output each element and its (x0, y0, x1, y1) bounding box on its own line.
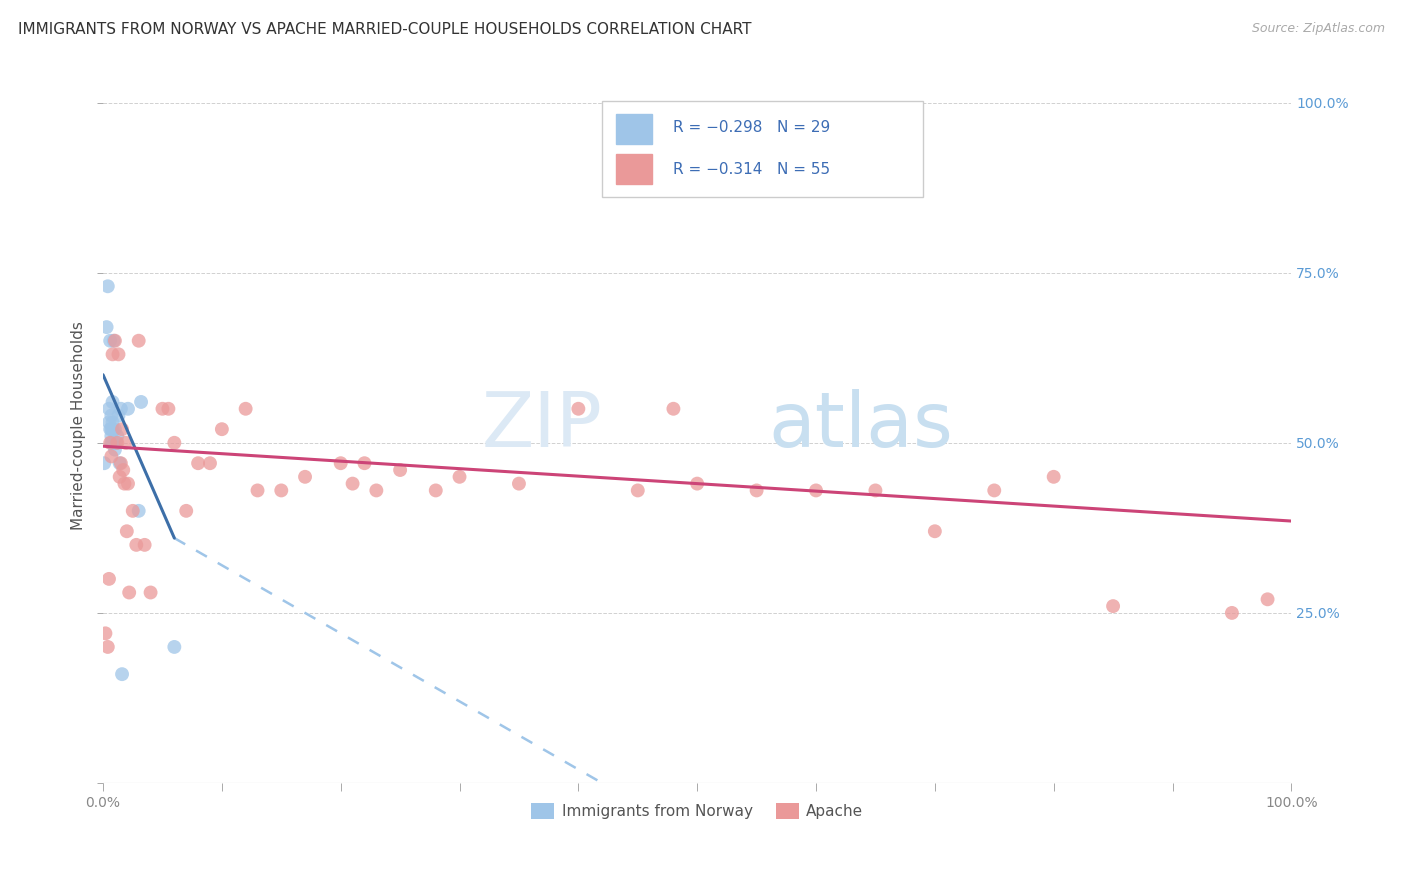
Point (198, 456, 221, 470)
Text: R = −0.298   N = 29: R = −0.298 N = 29 (673, 120, 831, 136)
Point (117, 401, 139, 416)
Point (103, 435, 125, 450)
Point (98, 401, 121, 416)
Point (100, 450, 122, 464)
Point (1042, 470, 1064, 484)
Point (101, 416, 124, 430)
Point (366, 483, 388, 498)
Point (1102, 599, 1125, 613)
Point (924, 524, 946, 539)
Point (246, 483, 269, 498)
Point (114, 476, 136, 491)
Point (98, 334, 121, 348)
Point (100, 409, 122, 423)
Point (129, 395, 152, 409)
Point (112, 463, 135, 477)
Point (389, 463, 412, 477)
Point (125, 538, 148, 552)
Point (342, 476, 364, 491)
Text: atlas: atlas (769, 389, 953, 463)
Point (101, 422, 124, 436)
Point (662, 401, 685, 416)
Point (567, 401, 589, 416)
Point (115, 524, 138, 539)
Point (627, 483, 650, 498)
Point (101, 435, 124, 450)
Point (329, 456, 352, 470)
Point (98, 572, 121, 586)
Point (104, 442, 127, 457)
Text: ZIP: ZIP (481, 389, 602, 463)
Point (114, 435, 136, 450)
Point (804, 483, 827, 498)
Point (104, 334, 127, 348)
Point (105, 435, 128, 450)
Point (353, 456, 375, 470)
Point (96, 320, 118, 334)
Point (100, 435, 122, 450)
Point (174, 504, 197, 518)
Point (97, 640, 120, 654)
Point (865, 483, 887, 498)
Point (108, 456, 131, 470)
Text: R = −0.314   N = 55: R = −0.314 N = 55 (673, 161, 831, 177)
Point (1257, 592, 1279, 607)
Point (983, 483, 1005, 498)
Point (121, 504, 143, 518)
Point (211, 422, 233, 436)
Point (152, 401, 174, 416)
Point (108, 470, 131, 484)
Point (425, 483, 447, 498)
Point (128, 504, 150, 518)
Bar (616, 154, 652, 185)
Point (94, 626, 117, 640)
Y-axis label: Married-couple Households: Married-couple Households (72, 321, 86, 530)
Point (508, 476, 530, 491)
Point (157, 401, 180, 416)
Point (449, 470, 471, 484)
Point (98, 416, 121, 430)
Point (98, 435, 121, 450)
Point (118, 585, 141, 599)
Point (110, 456, 132, 470)
Point (107, 409, 129, 423)
Point (107, 347, 129, 361)
Point (97, 279, 120, 293)
Point (101, 347, 124, 361)
Point (93, 456, 115, 470)
Point (686, 476, 709, 491)
Point (110, 401, 132, 416)
Point (105, 429, 128, 443)
Text: IMMIGRANTS FROM NORWAY VS APACHE MARRIED-COUPLE HOUSEHOLDS CORRELATION CHART: IMMIGRANTS FROM NORWAY VS APACHE MARRIED… (18, 22, 752, 37)
Text: Source: ZipAtlas.com: Source: ZipAtlas.com (1251, 22, 1385, 36)
Point (98, 422, 121, 436)
Point (745, 483, 768, 498)
Point (270, 483, 292, 498)
Point (139, 585, 162, 599)
Point (134, 538, 156, 552)
Point (163, 435, 186, 450)
Point (1220, 606, 1243, 620)
Point (103, 334, 125, 348)
Point (294, 470, 316, 484)
Point (100, 422, 122, 436)
Point (105, 435, 128, 450)
Point (111, 422, 134, 436)
Legend: Immigrants from Norway, Apache: Immigrants from Norway, Apache (524, 797, 869, 825)
Point (104, 422, 127, 436)
Point (100, 429, 122, 443)
FancyBboxPatch shape (602, 101, 922, 197)
Point (117, 476, 139, 491)
Bar (616, 113, 652, 144)
Point (111, 667, 134, 681)
Point (163, 640, 186, 654)
Point (101, 395, 124, 409)
Point (187, 456, 209, 470)
Point (128, 334, 150, 348)
Point (235, 401, 257, 416)
